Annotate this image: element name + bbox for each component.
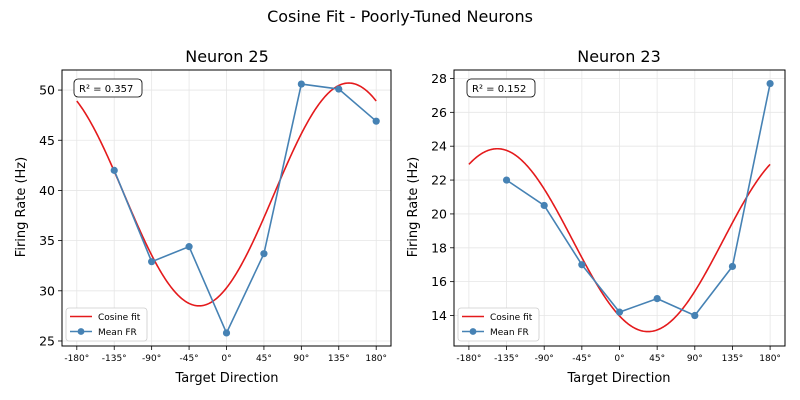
mean-fr-line (506, 83, 771, 317)
r2-box (466, 78, 536, 98)
mean-fr-point (728, 262, 737, 271)
mean-fr-point (260, 250, 268, 258)
mean-fr-point (691, 311, 699, 320)
y-tick-label: 26 (431, 105, 447, 120)
x-tick-label: 90° (687, 354, 703, 364)
x-tick-label: -45° (179, 354, 198, 364)
mean-fr-line (113, 83, 377, 335)
mean-fr-point (653, 294, 661, 303)
y-tick-label: 35 (39, 233, 55, 248)
y-tick-label: 45 (39, 133, 55, 148)
panel-title: Neuron 23 (577, 47, 661, 66)
y-tick-label: 14 (431, 308, 447, 323)
legend-data-label: Mean FR (490, 328, 529, 338)
x-tick-label: -180° (64, 354, 89, 364)
x-tick-label: -135° (102, 354, 127, 364)
y-tick-label: 28 (431, 71, 447, 86)
y-axis-label: Firing Rate (Hz) (14, 157, 29, 257)
r2-annotation: R² = 0.152 (466, 78, 536, 98)
legend: Cosine fit Mean FR (457, 307, 540, 342)
y-tick-label: 40 (39, 183, 55, 198)
legend-data-marker (77, 328, 85, 335)
panel-neuron-23: Neuron 23 -180° -135° -90° -45° 0° 45° 90° 135°… (406, 47, 786, 386)
mean-fr-point (766, 79, 774, 88)
figure-suptitle: Cosine Fit - Poorly-Tuned Neurons (267, 7, 533, 26)
mean-fr-point (578, 261, 586, 269)
x-tick-label: 135° (328, 354, 350, 364)
mean-fr-point (148, 258, 156, 266)
mean-fr-point (615, 308, 624, 316)
mean-fr-point (185, 243, 193, 251)
panel-neuron-25: Neuron 25 -180° -135° -90° -45° 0° 45° 90° 135°… (14, 47, 392, 386)
mean-fr-point (110, 166, 118, 174)
r2-text: R² = 0.152 (472, 84, 526, 95)
x-tick-label: -135° (494, 354, 519, 364)
mean-fr-point (335, 85, 343, 93)
y-tick-label: 24 (431, 139, 447, 154)
x-axis-label: Target Direction (174, 371, 278, 386)
x-tick-label: 180° (759, 354, 781, 364)
y-axis-label: Firing Rate (Hz) (406, 157, 421, 257)
x-tick-label: -45° (572, 354, 591, 364)
legend-fit-label: Cosine fit (490, 313, 533, 323)
x-tick-label: -90° (535, 354, 554, 364)
x-tick-label: 180° (365, 354, 387, 364)
x-tick-label: 135° (722, 354, 744, 364)
y-tick-label: 18 (431, 240, 447, 255)
legend-data-label: Mean FR (98, 328, 137, 338)
cosine-fit-curve (468, 147, 771, 333)
mean-fr-point (540, 201, 548, 210)
mean-fr-point (297, 80, 305, 88)
y-tick-label: 16 (431, 274, 447, 289)
r2-box (73, 78, 143, 98)
y-tick-label: 50 (39, 83, 55, 98)
x-tick-label: 45° (649, 354, 665, 364)
x-tick-label: -180° (456, 354, 481, 364)
legend: Cosine fit Mean FR (65, 307, 148, 342)
legend-data-marker (469, 328, 477, 335)
y-tick-label: 20 (431, 206, 447, 221)
y-tick-label: 22 (431, 173, 447, 188)
mean-fr-point (502, 176, 511, 184)
x-axis-label: Target Direction (566, 371, 670, 386)
legend-fit-label: Cosine fit (98, 313, 141, 323)
x-tick-label: 45° (256, 354, 272, 364)
x-tick-label: 90° (293, 354, 309, 364)
r2-text: R² = 0.357 (79, 84, 133, 95)
r2-annotation: R² = 0.357 (73, 78, 143, 98)
mean-fr-point (372, 117, 380, 125)
y-tick-label: 30 (39, 283, 55, 298)
x-tick-label: 0° (221, 354, 231, 364)
x-tick-label: -90° (142, 354, 161, 364)
mean-fr-point (222, 329, 231, 337)
panel-title: Neuron 25 (185, 47, 269, 66)
plot-area: -180° -135° -90° -45° 0° 45° 90° 135° 180° 25 30 35… (39, 69, 392, 364)
x-tick-label: 0° (614, 354, 624, 364)
y-tick-label: 25 (39, 333, 55, 348)
